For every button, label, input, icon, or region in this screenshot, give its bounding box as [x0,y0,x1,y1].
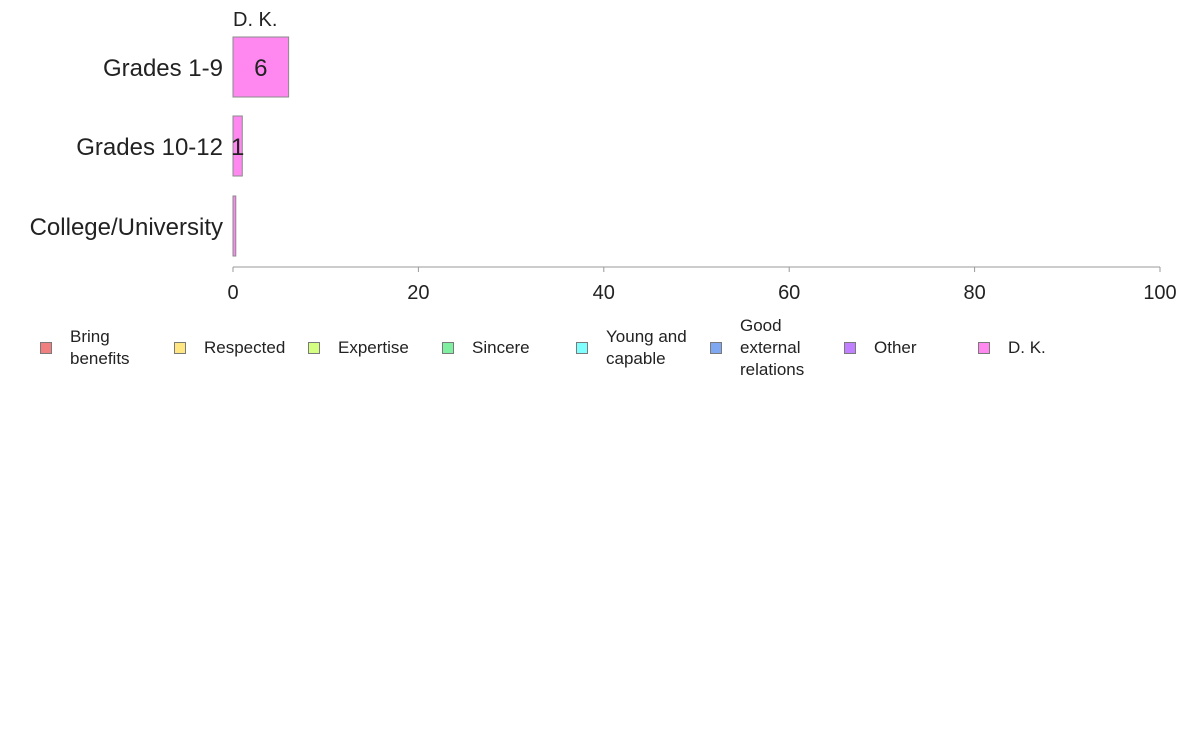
legend-item: D. K. [978,337,1046,359]
legend-item: Sincere [442,337,530,359]
legend-label: Expertise [338,338,409,357]
bar-d-k- [232,195,237,257]
category-label: Grades 10-12 [76,134,223,161]
x-tick-label: 20 [407,282,429,304]
legend-swatch [174,342,186,354]
chart: 0 20 40 60 80 100 Grades 1-9 Grades 10-12 Colleg… [30,9,1177,304]
category-label: Grades 1-9 [103,55,223,82]
x-tick-label: 80 [963,282,985,304]
legend-label: Good external relations [740,316,805,379]
legend-label: D. K. [1008,338,1046,357]
legend-item: Bring benefits [40,326,130,370]
legend-swatch [978,342,990,354]
legend-item: Expertise [308,337,409,359]
x-tick-label: 60 [778,282,800,304]
bar-d-k- [232,36,290,98]
legend-swatch [442,342,454,354]
legend-swatch [308,342,320,354]
data-label: 6 [254,55,267,82]
legend-label: Young and capable [606,327,687,368]
x-tick-label: 100 [1143,282,1176,304]
legend-label: Respected [204,338,286,357]
legend-label: Other [874,338,917,357]
legend-item: Good external relations [710,315,804,381]
legend: Bring benefits Respected Expertise Sincere Yo… [0,315,1188,388]
x-tick-label: 0 [227,282,238,304]
category-label: College/University [30,214,223,241]
legend-label: Sincere [472,338,530,357]
legend-item: Other [844,337,917,359]
legend-label: Bring benefits [70,327,130,368]
legend-swatch [844,342,856,354]
legend-swatch [40,342,52,354]
legend-item: Young and capable [576,326,687,370]
legend-swatch [576,342,588,354]
x-tick-label: 40 [593,282,615,304]
legend-item: Respected [174,337,285,359]
legend-swatch [710,342,722,354]
data-label: 1 [231,134,244,161]
top-annotation: D. K. [233,9,277,31]
bar-d-k- [232,115,243,177]
